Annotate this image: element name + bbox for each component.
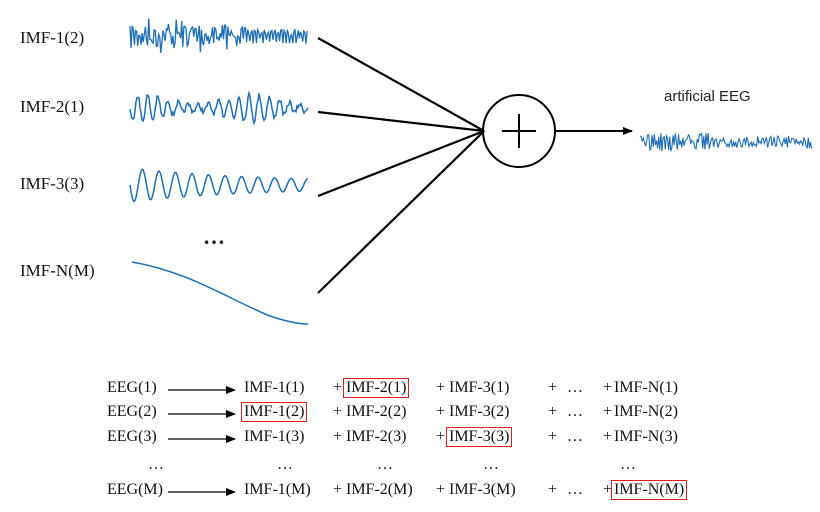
equation-lhs: EEG(2) (107, 403, 157, 420)
plus-sign: + (436, 428, 446, 445)
plus-sign: + (603, 379, 613, 396)
equation-term: IMF-N(3) (614, 428, 678, 445)
input-line-2 (317, 110, 485, 133)
plus-sign: + (436, 403, 446, 420)
plus-sign: + (436, 379, 446, 396)
equation-term: IMF-3(1) (449, 379, 510, 396)
equation-lhs: EEG(1) (107, 379, 157, 396)
equation-term: IMF-1(1) (244, 379, 305, 396)
equation-term: … (567, 379, 583, 396)
equation-term: IMF-2(M) (346, 481, 413, 498)
imf-ellipsis: … (203, 224, 226, 249)
input-line-n (317, 130, 485, 294)
equation-term: IMF-N(2) (614, 403, 678, 420)
equation-ellipsis: … (483, 456, 499, 473)
imf-3-waveform (129, 168, 309, 203)
plus-sign: + (603, 428, 613, 445)
plus-sign: + (436, 481, 446, 498)
equation-term: IMF-1(3) (244, 428, 305, 445)
equation-row: EEG(2) IMF-1(2) + IMF-2(2) + IMF-3(2) +… + IMF-N… (0, 402, 820, 425)
equation-row: EEG(3) IMF-1(3) + IMF-2(3) + IMF-3(3) +… + IMF-N… (0, 427, 820, 450)
plus-sign: + (333, 481, 343, 498)
artificial-eeg-waveform (639, 131, 813, 152)
equation-ellipsis: … (377, 456, 393, 473)
equation-lhs: EEG(M) (107, 481, 163, 498)
equation-row: … … … … … (0, 456, 820, 478)
equation-term: IMF-N(1) (614, 379, 678, 396)
imf-label-3: IMF-3(3) (20, 174, 85, 193)
imf-1-waveform (129, 18, 308, 53)
equation-row: EEG(M) IMF-1(M) + IMF-2(M) + IMF-3(M) +… + IMF-N… (0, 480, 820, 503)
plus-sign: + (603, 481, 613, 498)
plus-sign: + (333, 379, 343, 396)
highlighted-term: IMF-3(3) (446, 427, 513, 447)
highlighted-term: IMF-2(1) (343, 378, 410, 398)
input-line-1 (317, 37, 485, 132)
imf-2-waveform (129, 90, 309, 126)
plus-sign: + (548, 481, 558, 498)
plus-sign: + (333, 428, 343, 445)
equation-term: IMF-2(2) (346, 403, 407, 420)
highlighted-term: IMF-N(M) (611, 480, 688, 500)
equation-term: IMF-2(3) (346, 428, 407, 445)
plus-sign: + (333, 403, 343, 420)
equation-lhs: EEG(3) (107, 428, 157, 445)
imf-label-1: IMF-1(2) (20, 28, 85, 47)
imf-n-waveform (131, 261, 309, 325)
equation-term: … (567, 428, 583, 445)
equation-term: … (567, 481, 583, 498)
equation-ellipsis: … (277, 456, 293, 473)
input-line-3 (317, 129, 485, 198)
equation-ellipsis: … (620, 456, 636, 473)
equation-term: IMF-1(M) (244, 481, 311, 498)
plus-sign: + (548, 428, 558, 445)
equation-term: IMF-3(M) (449, 481, 516, 498)
equation-term: … (567, 403, 583, 420)
imf-label-2: IMF-2(1) (20, 97, 85, 116)
highlighted-term: IMF-1(2) (241, 402, 308, 422)
equation-row: EEG(1) IMF-1(1) + IMF-2(1) + IMF-3(1) +… + IMF-N… (0, 378, 820, 401)
equation-term: IMF-3(2) (449, 403, 510, 420)
equation-lhs: … (148, 456, 164, 473)
plus-sign: + (548, 379, 558, 396)
imf-label-n: IMF-N(M) (20, 261, 95, 280)
output-label: artificial EEG (664, 88, 751, 105)
plus-sign: + (548, 403, 558, 420)
plus-sign: + (603, 403, 613, 420)
